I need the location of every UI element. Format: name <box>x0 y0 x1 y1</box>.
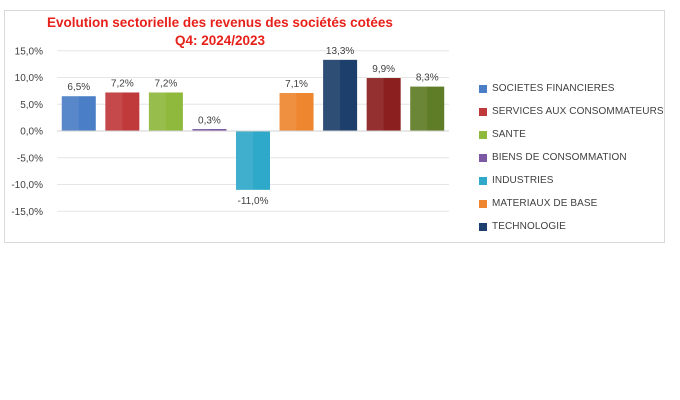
legend-swatch <box>479 84 487 93</box>
bar-highlight <box>148 92 166 131</box>
legend-swatch <box>479 199 487 208</box>
bar <box>61 96 96 131</box>
y-tick-label: 5,0% <box>20 100 43 111</box>
bar-highlight <box>410 86 428 131</box>
chart-title: Evolution sectorielle des revenus des so… <box>47 15 393 30</box>
data-label: 7,1% <box>285 79 308 90</box>
legend-label: INDUSTRIES <box>492 175 554 186</box>
legend: SOCIETES FINANCIERES SERVICES AUX CONSOMM… <box>479 77 664 238</box>
legend-swatch <box>479 107 487 116</box>
data-label: 0,3% <box>198 115 221 126</box>
legend-item: MATERIAUX DE BASE <box>479 192 664 215</box>
legend-item: BIENS DE CONSOMMATION <box>479 146 664 169</box>
data-label: 7,2% <box>154 78 177 89</box>
y-tick-label: 15,0% <box>15 46 43 57</box>
legend-label: MATERIAUX DE BASE <box>492 198 598 209</box>
data-label: 13,3% <box>326 46 354 57</box>
legend-item: SANTE <box>479 123 664 146</box>
y-tick-label: 0,0% <box>20 127 43 138</box>
bar <box>410 86 445 131</box>
bar <box>279 93 314 131</box>
chart-subtitle: Q4: 2024/2023 <box>174 33 266 48</box>
legend-label: BIENS DE CONSOMMATION <box>492 152 627 163</box>
bar-highlight <box>323 59 341 131</box>
legend-label: TECHNOLOGIE <box>492 221 566 232</box>
data-label: 6,5% <box>67 82 90 93</box>
legend-item: INDUSTRIES <box>479 169 664 192</box>
bar-highlight <box>236 131 253 190</box>
bar <box>192 129 227 131</box>
bar-highlight <box>105 92 123 131</box>
chart-frame: Evolution sectorielle des revenus des so… <box>4 10 665 243</box>
y-tick-label: 10,0% <box>15 73 43 84</box>
data-label: 7,2% <box>111 78 134 89</box>
bar-highlight <box>279 93 297 131</box>
legend-item: SOCIETES FINANCIERES <box>479 77 664 100</box>
legend-swatch <box>479 176 487 185</box>
y-tick-label: -5,0% <box>17 153 43 164</box>
bar-plot: 15,0% 10,0% 5,0% 0,0% -5,0% -10,0% -15,0% 6,5% 7… <box>11 46 449 218</box>
y-tick-label: -15,0% <box>11 207 43 218</box>
bar <box>366 78 401 131</box>
legend-label: SANTE <box>492 129 526 140</box>
data-label: 9,9% <box>372 64 395 75</box>
bar-highlight <box>192 129 210 131</box>
bar <box>236 131 270 190</box>
legend-item: TECHNOLOGIE <box>479 215 664 238</box>
legend-swatch <box>479 222 487 231</box>
legend-item: SERVICES AUX CONSOMMATEURS <box>479 100 664 123</box>
data-label: -11,0% <box>238 196 269 207</box>
y-tick-label: -10,0% <box>11 180 43 191</box>
bar <box>105 92 140 131</box>
data-label: 8,3% <box>416 73 439 84</box>
bar-highlight <box>61 96 79 131</box>
bar <box>148 92 183 131</box>
legend-label: SERVICES AUX CONSOMMATEURS <box>492 106 664 117</box>
bar <box>323 59 358 131</box>
legend-label: SOCIETES FINANCIERES <box>492 83 615 94</box>
bar-highlight <box>366 78 384 131</box>
legend-swatch <box>479 153 487 162</box>
legend-swatch <box>479 130 487 139</box>
